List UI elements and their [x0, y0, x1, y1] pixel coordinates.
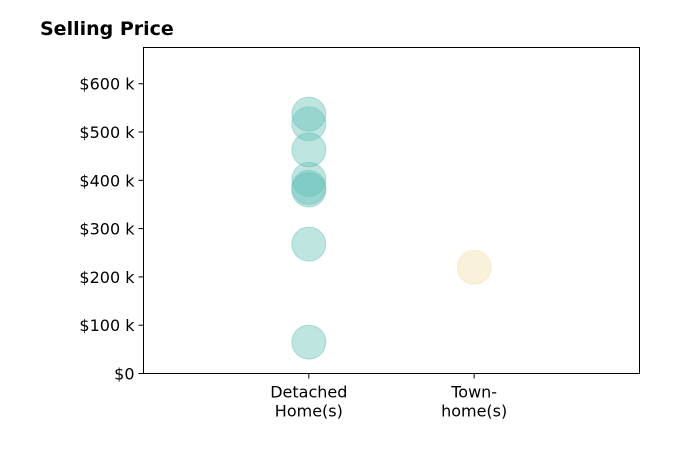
plot-area-frame [143, 47, 640, 374]
data-point [291, 172, 327, 208]
y-tick-label: $200 k [79, 268, 135, 287]
y-tick-label: $500 k [79, 123, 135, 142]
y-tick-label: $600 k [79, 75, 135, 94]
data-point [291, 226, 327, 262]
y-tick-label: $300 k [79, 220, 135, 239]
data-point [291, 324, 327, 360]
data-points [291, 96, 492, 360]
data-point [456, 249, 492, 285]
data-point [291, 132, 327, 168]
y-tick-label: $100 k [79, 316, 135, 335]
data-point [291, 161, 327, 197]
x-tick-label: Town-home(s) [441, 383, 507, 421]
chart-title: Selling Price [40, 18, 174, 40]
data-point [291, 106, 327, 142]
y-axis: $0 $100 k $200 k $300 k $400 k $500 k $600 k [79, 75, 144, 384]
data-point [291, 170, 327, 206]
x-tick-label: Detached Home(s) [270, 383, 347, 421]
y-tick-label: $400 k [79, 171, 135, 190]
data-point [291, 96, 327, 132]
y-tick-label: $0 [114, 365, 134, 384]
x-axis: Detached Home(s) Town-home(s) [270, 373, 507, 421]
